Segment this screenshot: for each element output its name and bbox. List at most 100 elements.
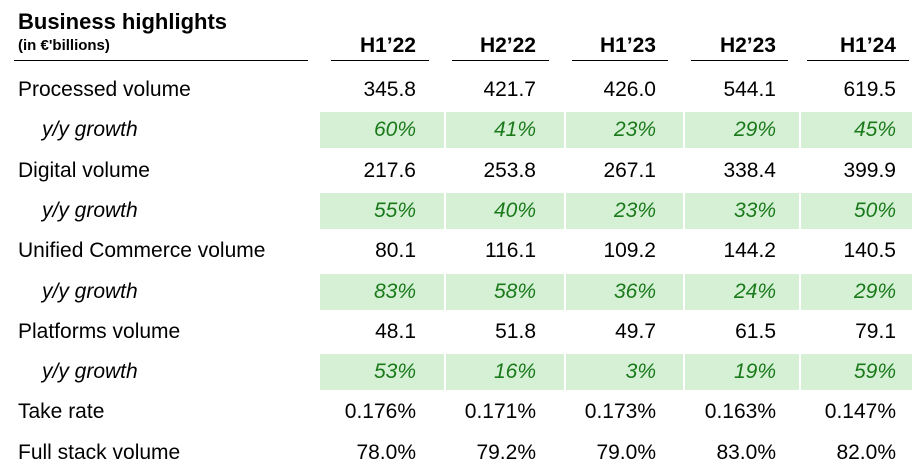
- growth-value-cell: 53%: [373, 360, 416, 384]
- value-cell: 78.0%: [356, 440, 416, 464]
- value-cell: 79.0%: [596, 440, 656, 464]
- value-cell: 79.2%: [476, 440, 536, 464]
- value-cell: 0.171%: [464, 400, 536, 424]
- row-label: Processed volume: [18, 78, 191, 101]
- growth-cell-shading: [566, 112, 683, 149]
- value-cell: 338.4: [723, 158, 776, 182]
- row-label: Unified Commerce volume: [18, 239, 266, 263]
- growth-label: y/y growth: [42, 360, 138, 384]
- table-row: Full stack volume 78.0% 79.2% 79.0% 83.0% 82.…: [0, 433, 922, 473]
- table-subtitle: (in €'billions): [18, 37, 110, 54]
- table-row: Take rate 0.176% 0.171% 0.173% 0.163% 0.147%: [0, 392, 922, 432]
- value-cell: 0.176%: [344, 400, 416, 424]
- value-cell: 51.8: [495, 319, 536, 343]
- row-label: Full stack volume: [18, 440, 181, 464]
- growth-value-cell: 45%: [853, 118, 896, 142]
- column-header: H1’23: [599, 34, 656, 57]
- growth-cell-shading: [685, 112, 799, 149]
- growth-label: y/y growth: [42, 279, 138, 303]
- growth-value-cell: 55%: [373, 198, 416, 222]
- value-cell: 544.1: [723, 78, 776, 101]
- growth-label: y/y growth: [42, 118, 138, 142]
- column-header-underline: [691, 60, 788, 61]
- table-row: Unified Commerce volume 80.1 116.1 109.2 144…: [0, 231, 922, 271]
- growth-cell-shading: [320, 273, 444, 310]
- growth-value-cell: 41%: [493, 118, 536, 142]
- value-cell: 49.7: [615, 319, 656, 343]
- value-cell: 80.1: [375, 239, 416, 263]
- growth-cell-shading: [566, 192, 683, 229]
- value-cell: 421.7: [483, 78, 536, 101]
- growth-value-cell: 23%: [613, 198, 656, 222]
- growth-cell-shading: [446, 354, 564, 391]
- growth-value-cell: 36%: [613, 279, 656, 303]
- row-label: Digital volume: [18, 158, 150, 182]
- value-cell: 140.5: [843, 239, 896, 263]
- growth-value-cell: 16%: [493, 360, 536, 384]
- growth-cell-shading: [446, 112, 564, 149]
- value-cell: 116.1: [485, 239, 536, 263]
- growth-cell-shading: [801, 192, 912, 229]
- growth-row: y/y growth 83% 58% 36% 24% 29%: [0, 272, 922, 312]
- growth-cell-shading: [801, 273, 912, 310]
- value-cell: 61.5: [735, 319, 776, 343]
- value-cell: 109.2: [603, 239, 656, 263]
- growth-cell-shading: [685, 354, 799, 391]
- growth-row: y/y growth 55% 40% 23% 33% 50%: [0, 191, 922, 231]
- value-cell: 253.8: [483, 158, 536, 182]
- column-header: H2’22: [479, 34, 536, 57]
- value-cell: 0.147%: [824, 400, 896, 424]
- table-row: Platforms volume 48.1 51.8 49.7 61.5 79.1: [0, 312, 922, 352]
- growth-value-cell: 29%: [733, 118, 776, 142]
- value-cell: 82.0%: [836, 440, 896, 464]
- value-cell: 79.1: [855, 319, 896, 343]
- column-header-underline: [572, 60, 668, 61]
- growth-cell-shading: [801, 354, 912, 391]
- table-row: Processed volume 345.8 421.7 426.0 544.1 619.…: [0, 70, 922, 110]
- growth-value-cell: 33%: [733, 198, 776, 222]
- column-header-underline: [807, 60, 909, 61]
- value-cell: 267.1: [603, 158, 656, 182]
- growth-cell-shading: [685, 192, 799, 229]
- value-cell: 48.1: [375, 319, 416, 343]
- column-header: H2’23: [719, 34, 776, 57]
- growth-value-cell: 60%: [373, 118, 416, 142]
- growth-value-cell: 50%: [853, 198, 896, 222]
- value-cell: 144.2: [723, 239, 776, 263]
- title-underline: [14, 60, 308, 61]
- value-cell: 426.0: [603, 78, 656, 101]
- growth-value-cell: 58%: [493, 279, 536, 303]
- growth-cell-shading: [320, 112, 444, 149]
- table-row: Digital volume 217.6 253.8 267.1 338.4 399.9: [0, 151, 922, 191]
- growth-value-cell: 24%: [733, 279, 776, 303]
- value-cell: 399.9: [843, 158, 896, 182]
- value-cell: 0.163%: [704, 400, 776, 424]
- column-header: H1’24: [839, 34, 896, 57]
- growth-cell-shading: [801, 112, 912, 149]
- table-title: Business highlights: [18, 9, 228, 34]
- column-header-underline: [452, 60, 549, 61]
- growth-value-cell: 29%: [853, 279, 896, 303]
- growth-cell-shading: [566, 354, 683, 391]
- growth-value-cell: 40%: [493, 198, 536, 222]
- growth-cell-shading: [446, 273, 564, 310]
- growth-value-cell: 59%: [853, 360, 896, 384]
- value-cell: 217.6: [363, 158, 416, 182]
- growth-value-cell: 3%: [625, 360, 656, 384]
- growth-cell-shading: [446, 192, 564, 229]
- growth-cell-shading: [685, 273, 799, 310]
- growth-cell-shading: [566, 273, 683, 310]
- growth-value-cell: 83%: [373, 279, 416, 303]
- growth-value-cell: 19%: [733, 360, 776, 384]
- growth-row: y/y growth 53% 16% 3% 19% 59%: [0, 352, 922, 392]
- column-header-underline: [331, 60, 429, 61]
- growth-label: y/y growth: [42, 198, 138, 222]
- growth-cell-shading: [320, 192, 444, 229]
- row-label: Platforms volume: [18, 319, 181, 343]
- value-cell: 619.5: [843, 78, 896, 101]
- row-label: Take rate: [18, 400, 105, 424]
- growth-cell-shading: [320, 354, 444, 391]
- growth-row: y/y growth 60% 41% 23% 29% 45%: [0, 110, 922, 150]
- column-header: H1’22: [359, 34, 416, 57]
- value-cell: 83.0%: [716, 440, 776, 464]
